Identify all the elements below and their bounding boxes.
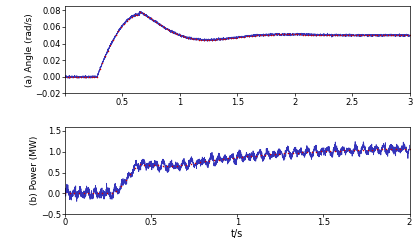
X-axis label: t/s: t/s <box>231 229 244 239</box>
Y-axis label: (b) Power (MW): (b) Power (MW) <box>30 136 39 205</box>
Y-axis label: (a) Angle (rad/s): (a) Angle (rad/s) <box>25 13 34 87</box>
